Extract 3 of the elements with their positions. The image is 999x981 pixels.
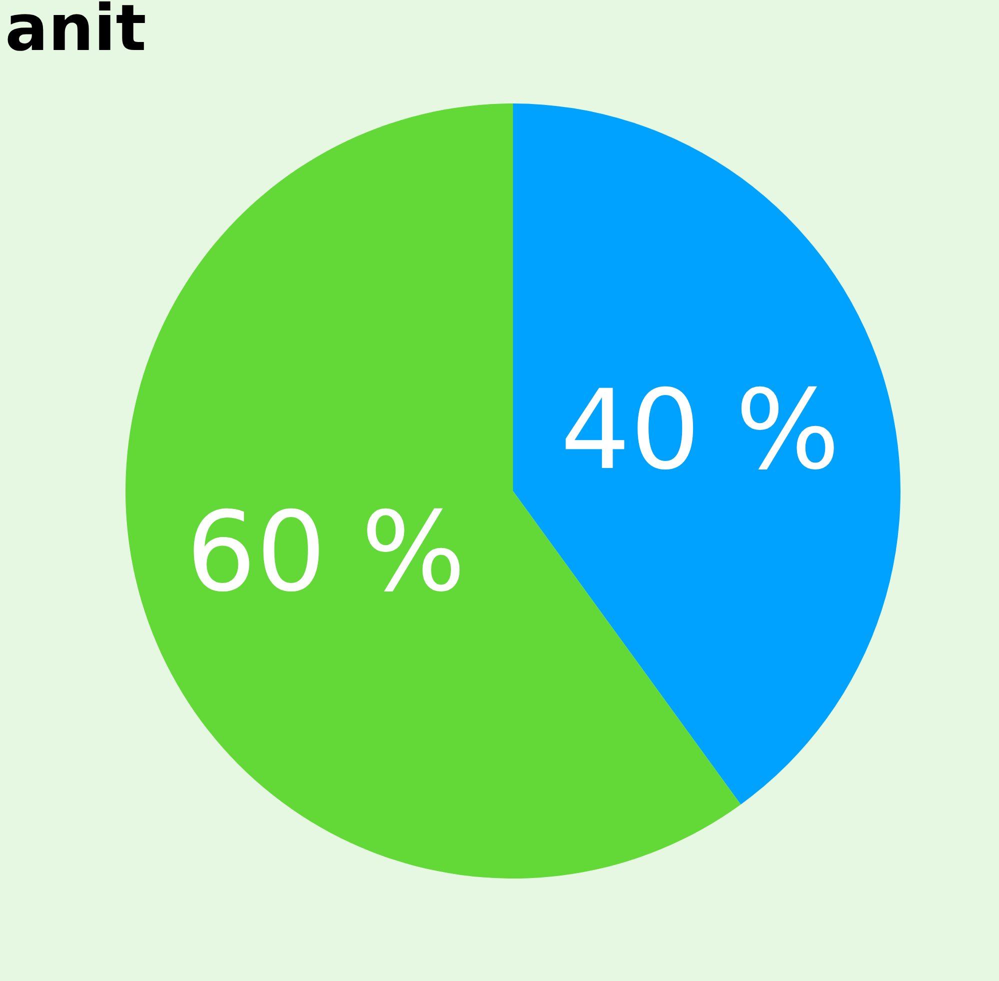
data-label: 40 %	[560, 366, 840, 494]
chart-title: anit	[5, 0, 146, 66]
data-label: 60 %	[186, 488, 466, 616]
